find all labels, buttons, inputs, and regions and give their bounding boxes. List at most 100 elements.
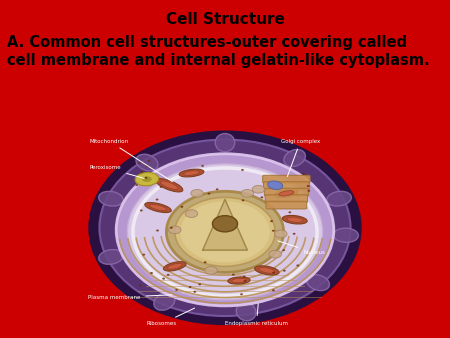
- Ellipse shape: [261, 196, 263, 198]
- Ellipse shape: [148, 160, 150, 162]
- Ellipse shape: [140, 210, 143, 212]
- Ellipse shape: [297, 264, 299, 266]
- Ellipse shape: [156, 178, 183, 192]
- Ellipse shape: [232, 279, 246, 283]
- Ellipse shape: [259, 268, 275, 273]
- Ellipse shape: [149, 204, 166, 211]
- Ellipse shape: [307, 185, 310, 187]
- Text: Cell Structure: Cell Structure: [166, 12, 284, 27]
- Ellipse shape: [194, 291, 196, 293]
- Ellipse shape: [242, 199, 244, 201]
- Ellipse shape: [268, 181, 283, 190]
- Ellipse shape: [279, 191, 294, 196]
- Ellipse shape: [145, 202, 171, 213]
- Ellipse shape: [154, 293, 175, 310]
- Ellipse shape: [138, 162, 141, 164]
- Ellipse shape: [287, 217, 303, 222]
- Ellipse shape: [272, 230, 275, 232]
- Ellipse shape: [283, 270, 286, 272]
- Ellipse shape: [205, 267, 217, 274]
- Ellipse shape: [184, 171, 199, 175]
- Ellipse shape: [99, 140, 351, 316]
- Ellipse shape: [216, 188, 219, 190]
- Text: Nucleus: Nucleus: [278, 241, 325, 255]
- Ellipse shape: [136, 154, 158, 171]
- Ellipse shape: [306, 274, 329, 291]
- Ellipse shape: [228, 277, 250, 284]
- Ellipse shape: [175, 289, 178, 291]
- FancyBboxPatch shape: [264, 182, 309, 190]
- Ellipse shape: [284, 149, 306, 167]
- Ellipse shape: [272, 272, 275, 274]
- Ellipse shape: [241, 190, 254, 197]
- Ellipse shape: [275, 189, 298, 198]
- Ellipse shape: [204, 261, 207, 263]
- Ellipse shape: [240, 293, 243, 295]
- Ellipse shape: [170, 227, 173, 229]
- Ellipse shape: [127, 164, 323, 300]
- Ellipse shape: [145, 177, 148, 179]
- Ellipse shape: [207, 193, 211, 195]
- FancyBboxPatch shape: [265, 195, 308, 202]
- Ellipse shape: [274, 230, 287, 238]
- Ellipse shape: [162, 277, 165, 280]
- Text: Golgi complex: Golgi complex: [281, 139, 320, 176]
- Ellipse shape: [135, 184, 138, 186]
- Ellipse shape: [88, 130, 362, 325]
- Ellipse shape: [116, 154, 334, 306]
- Text: Endoplasmic reticulum: Endoplasmic reticulum: [225, 304, 288, 326]
- Ellipse shape: [175, 197, 275, 266]
- Ellipse shape: [293, 233, 296, 235]
- Ellipse shape: [252, 186, 265, 193]
- Ellipse shape: [191, 190, 203, 197]
- Ellipse shape: [167, 263, 182, 269]
- Ellipse shape: [269, 250, 282, 258]
- Ellipse shape: [99, 191, 123, 206]
- Ellipse shape: [156, 198, 158, 200]
- Ellipse shape: [135, 172, 159, 186]
- Text: Plasma membrane: Plasma membrane: [88, 295, 172, 300]
- Ellipse shape: [160, 181, 178, 190]
- Ellipse shape: [243, 280, 246, 282]
- Ellipse shape: [142, 176, 152, 182]
- Ellipse shape: [140, 171, 143, 173]
- Text: Peroxisome: Peroxisome: [90, 165, 144, 178]
- Ellipse shape: [272, 289, 275, 291]
- Ellipse shape: [333, 228, 359, 242]
- Ellipse shape: [232, 273, 235, 275]
- Ellipse shape: [139, 285, 142, 287]
- Ellipse shape: [282, 249, 285, 251]
- FancyBboxPatch shape: [264, 188, 308, 196]
- Ellipse shape: [212, 216, 238, 232]
- Ellipse shape: [166, 191, 284, 272]
- Ellipse shape: [327, 191, 351, 206]
- Polygon shape: [202, 199, 248, 250]
- Ellipse shape: [288, 211, 291, 213]
- Ellipse shape: [241, 169, 244, 171]
- Ellipse shape: [185, 210, 198, 217]
- Ellipse shape: [282, 215, 307, 224]
- Ellipse shape: [99, 249, 123, 264]
- Ellipse shape: [201, 165, 204, 167]
- Ellipse shape: [180, 206, 183, 208]
- Ellipse shape: [255, 266, 279, 275]
- Text: A. Common cell structures-outer covering called
cell membrane and internal gelat: A. Common cell structures-outer covering…: [7, 35, 429, 69]
- Ellipse shape: [307, 190, 310, 192]
- Ellipse shape: [146, 165, 149, 167]
- Ellipse shape: [150, 272, 153, 274]
- Ellipse shape: [189, 286, 192, 288]
- Ellipse shape: [270, 220, 273, 222]
- Ellipse shape: [168, 226, 181, 234]
- Ellipse shape: [167, 274, 170, 276]
- FancyBboxPatch shape: [263, 175, 310, 183]
- Text: Ribosomes: Ribosomes: [147, 308, 194, 326]
- Ellipse shape: [159, 186, 162, 188]
- Text: Mitochondrion: Mitochondrion: [90, 139, 172, 182]
- Ellipse shape: [302, 173, 305, 175]
- Ellipse shape: [236, 303, 256, 321]
- Ellipse shape: [163, 262, 186, 271]
- FancyBboxPatch shape: [266, 201, 307, 209]
- Ellipse shape: [198, 283, 201, 285]
- Ellipse shape: [156, 230, 159, 232]
- Ellipse shape: [215, 134, 235, 152]
